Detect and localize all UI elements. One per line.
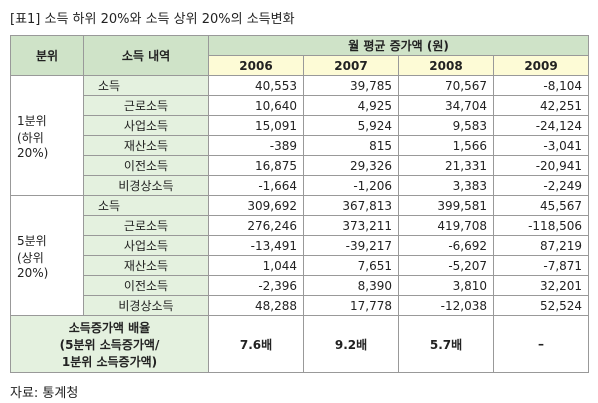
income-table: 분위 소득 내역 월 평균 증가액 (원) 2006 2007 2008 2009 1분위 (…: [10, 35, 590, 373]
value-cell: 87,219: [492, 235, 590, 256]
row-label: 재산소득: [83, 135, 209, 156]
row-label: 근로소득: [83, 95, 209, 116]
data-row: 재산소득 1,044 7,651 -5,207 -7,871: [11, 255, 590, 276]
data-row: 재산소득 -389 815 1,566 -3,041: [11, 135, 590, 156]
value-cell: 309,692: [208, 195, 304, 216]
value-cell: 34,704: [398, 95, 494, 116]
value-cell: 9,583: [398, 115, 494, 136]
data-row: 사업소득 15,091 5,924 9,583 -24,124: [11, 115, 590, 136]
data-row: 비경상소득 -1,664 -1,206 3,383 -2,249: [11, 175, 590, 196]
value-cell: 3,383: [398, 175, 494, 196]
data-row: 근로소득 10,640 4,925 34,704 42,251: [11, 95, 590, 116]
value-cell: 40,553: [208, 75, 304, 96]
data-row: 1분위 (하위 20%) 소득 40,553 39,785 70,567 -8,104: [10, 75, 590, 196]
year-header: 2008: [398, 55, 494, 76]
group-cell: 5분위 (상위 20%): [10, 195, 84, 316]
data-row: 이전소득 16,875 29,326 21,331 -20,941: [11, 155, 590, 176]
value-cell: -24,124: [492, 115, 590, 136]
value-cell: 4,925: [303, 95, 399, 116]
row-label: 사업소득: [83, 115, 209, 136]
value-cell: -6,692: [398, 235, 494, 256]
data-row: 사업소득 -13,491 -39,217 -6,692 87,219: [11, 235, 590, 256]
data-row: 이전소득 -2,396 8,390 3,810 32,201: [11, 275, 590, 296]
value-cell: 5,924: [303, 115, 399, 136]
value-cell: 29,326: [303, 155, 399, 176]
value-cell: 42,251: [492, 95, 590, 116]
group-cell: 1분위 (하위 20%): [10, 75, 84, 196]
value-cell: 3,810: [398, 275, 494, 296]
title: [표1] 소득 하위 20%와 소득 상위 20%의 소득변화: [10, 12, 295, 27]
ratio-value: –: [492, 315, 590, 373]
value-cell: 1,044: [208, 255, 304, 276]
year-header: 2007: [303, 55, 399, 76]
value-cell: 48,288: [208, 295, 304, 316]
value-cell: -2,249: [492, 175, 590, 196]
row-label: 재산소득: [83, 255, 209, 276]
ratio-value: 5.7배: [398, 315, 494, 373]
value-cell: 17,778: [303, 295, 399, 316]
value-cell: -20,941: [492, 155, 590, 176]
row-label: 비경상소득: [83, 295, 209, 316]
row-label: 사업소득: [83, 235, 209, 256]
value-cell: 15,091: [208, 115, 304, 136]
row-label: 이전소득: [83, 275, 209, 296]
ratio-value: 7.6배: [208, 315, 304, 373]
value-cell: 7,651: [303, 255, 399, 276]
ratio-label: 소득증가액 배율 (5분위 소득증가액/ 1분위 소득증가액): [10, 315, 209, 373]
value-cell: 10,640: [208, 95, 304, 116]
data-row: 5분위 (상위 20%) 소득 309,692 367,813 399,581 45,56…: [10, 195, 590, 316]
value-cell: -3,041: [492, 135, 590, 156]
source: 자료: 통계청: [10, 386, 79, 401]
value-cell: -118,506: [492, 215, 590, 236]
header-cell: 월 평균 증가액 (원): [207, 35, 590, 56]
value-cell: 16,875: [208, 155, 304, 176]
value-cell: -1,664: [208, 175, 304, 196]
value-cell: 276,246: [208, 215, 304, 236]
data-row: 근로소득 276,246 373,211 419,708 -118,506: [11, 215, 590, 236]
value-cell: -7,871: [492, 255, 590, 276]
value-cell: 39,785: [303, 75, 399, 96]
ratio-row: 소득증가액 배율 (5분위 소득증가액/ 1분위 소득증가액) 7.6배 9.2배 5…: [10, 315, 590, 373]
header-row: 2006 2007 2008 2009: [11, 55, 590, 76]
header-row: 분위 소득 내역 월 평균 증가액 (원): [10, 35, 590, 76]
year-header: 2006: [208, 55, 304, 76]
value-cell: -13,491: [208, 235, 304, 256]
value-cell: 815: [303, 135, 399, 156]
value-cell: 373,211: [303, 215, 399, 236]
value-cell: -39,217: [303, 235, 399, 256]
value-cell: -1,206: [303, 175, 399, 196]
row-label: 근로소득: [83, 215, 209, 236]
value-cell: 367,813: [303, 195, 399, 216]
ratio-value: 9.2배: [303, 315, 399, 373]
row-label: 이전소득: [83, 155, 209, 176]
header-cell: 소득 내역: [83, 35, 209, 76]
header-cell: 분위: [10, 35, 84, 76]
value-cell: -2,396: [208, 275, 304, 296]
value-cell: 32,201: [492, 275, 590, 296]
value-cell: 52,524: [492, 295, 590, 316]
value-cell: -8,104: [492, 75, 590, 96]
row-label: 비경상소득: [83, 175, 209, 196]
value-cell: -12,038: [398, 295, 494, 316]
value-cell: 8,390: [303, 275, 399, 296]
data-row: 비경상소득 48,288 17,778 -12,038 52,524: [11, 295, 590, 316]
row-label: 소득: [83, 75, 209, 96]
value-cell: 419,708: [398, 215, 494, 236]
value-cell: 21,331: [398, 155, 494, 176]
value-cell: -5,207: [398, 255, 494, 276]
value-cell: 70,567: [398, 75, 494, 96]
value-cell: 45,567: [492, 195, 590, 216]
row-label: 소득: [83, 195, 209, 216]
value-cell: 399,581: [398, 195, 494, 216]
value-cell: -389: [208, 135, 304, 156]
value-cell: 1,566: [398, 135, 494, 156]
year-header: 2009: [492, 55, 590, 76]
